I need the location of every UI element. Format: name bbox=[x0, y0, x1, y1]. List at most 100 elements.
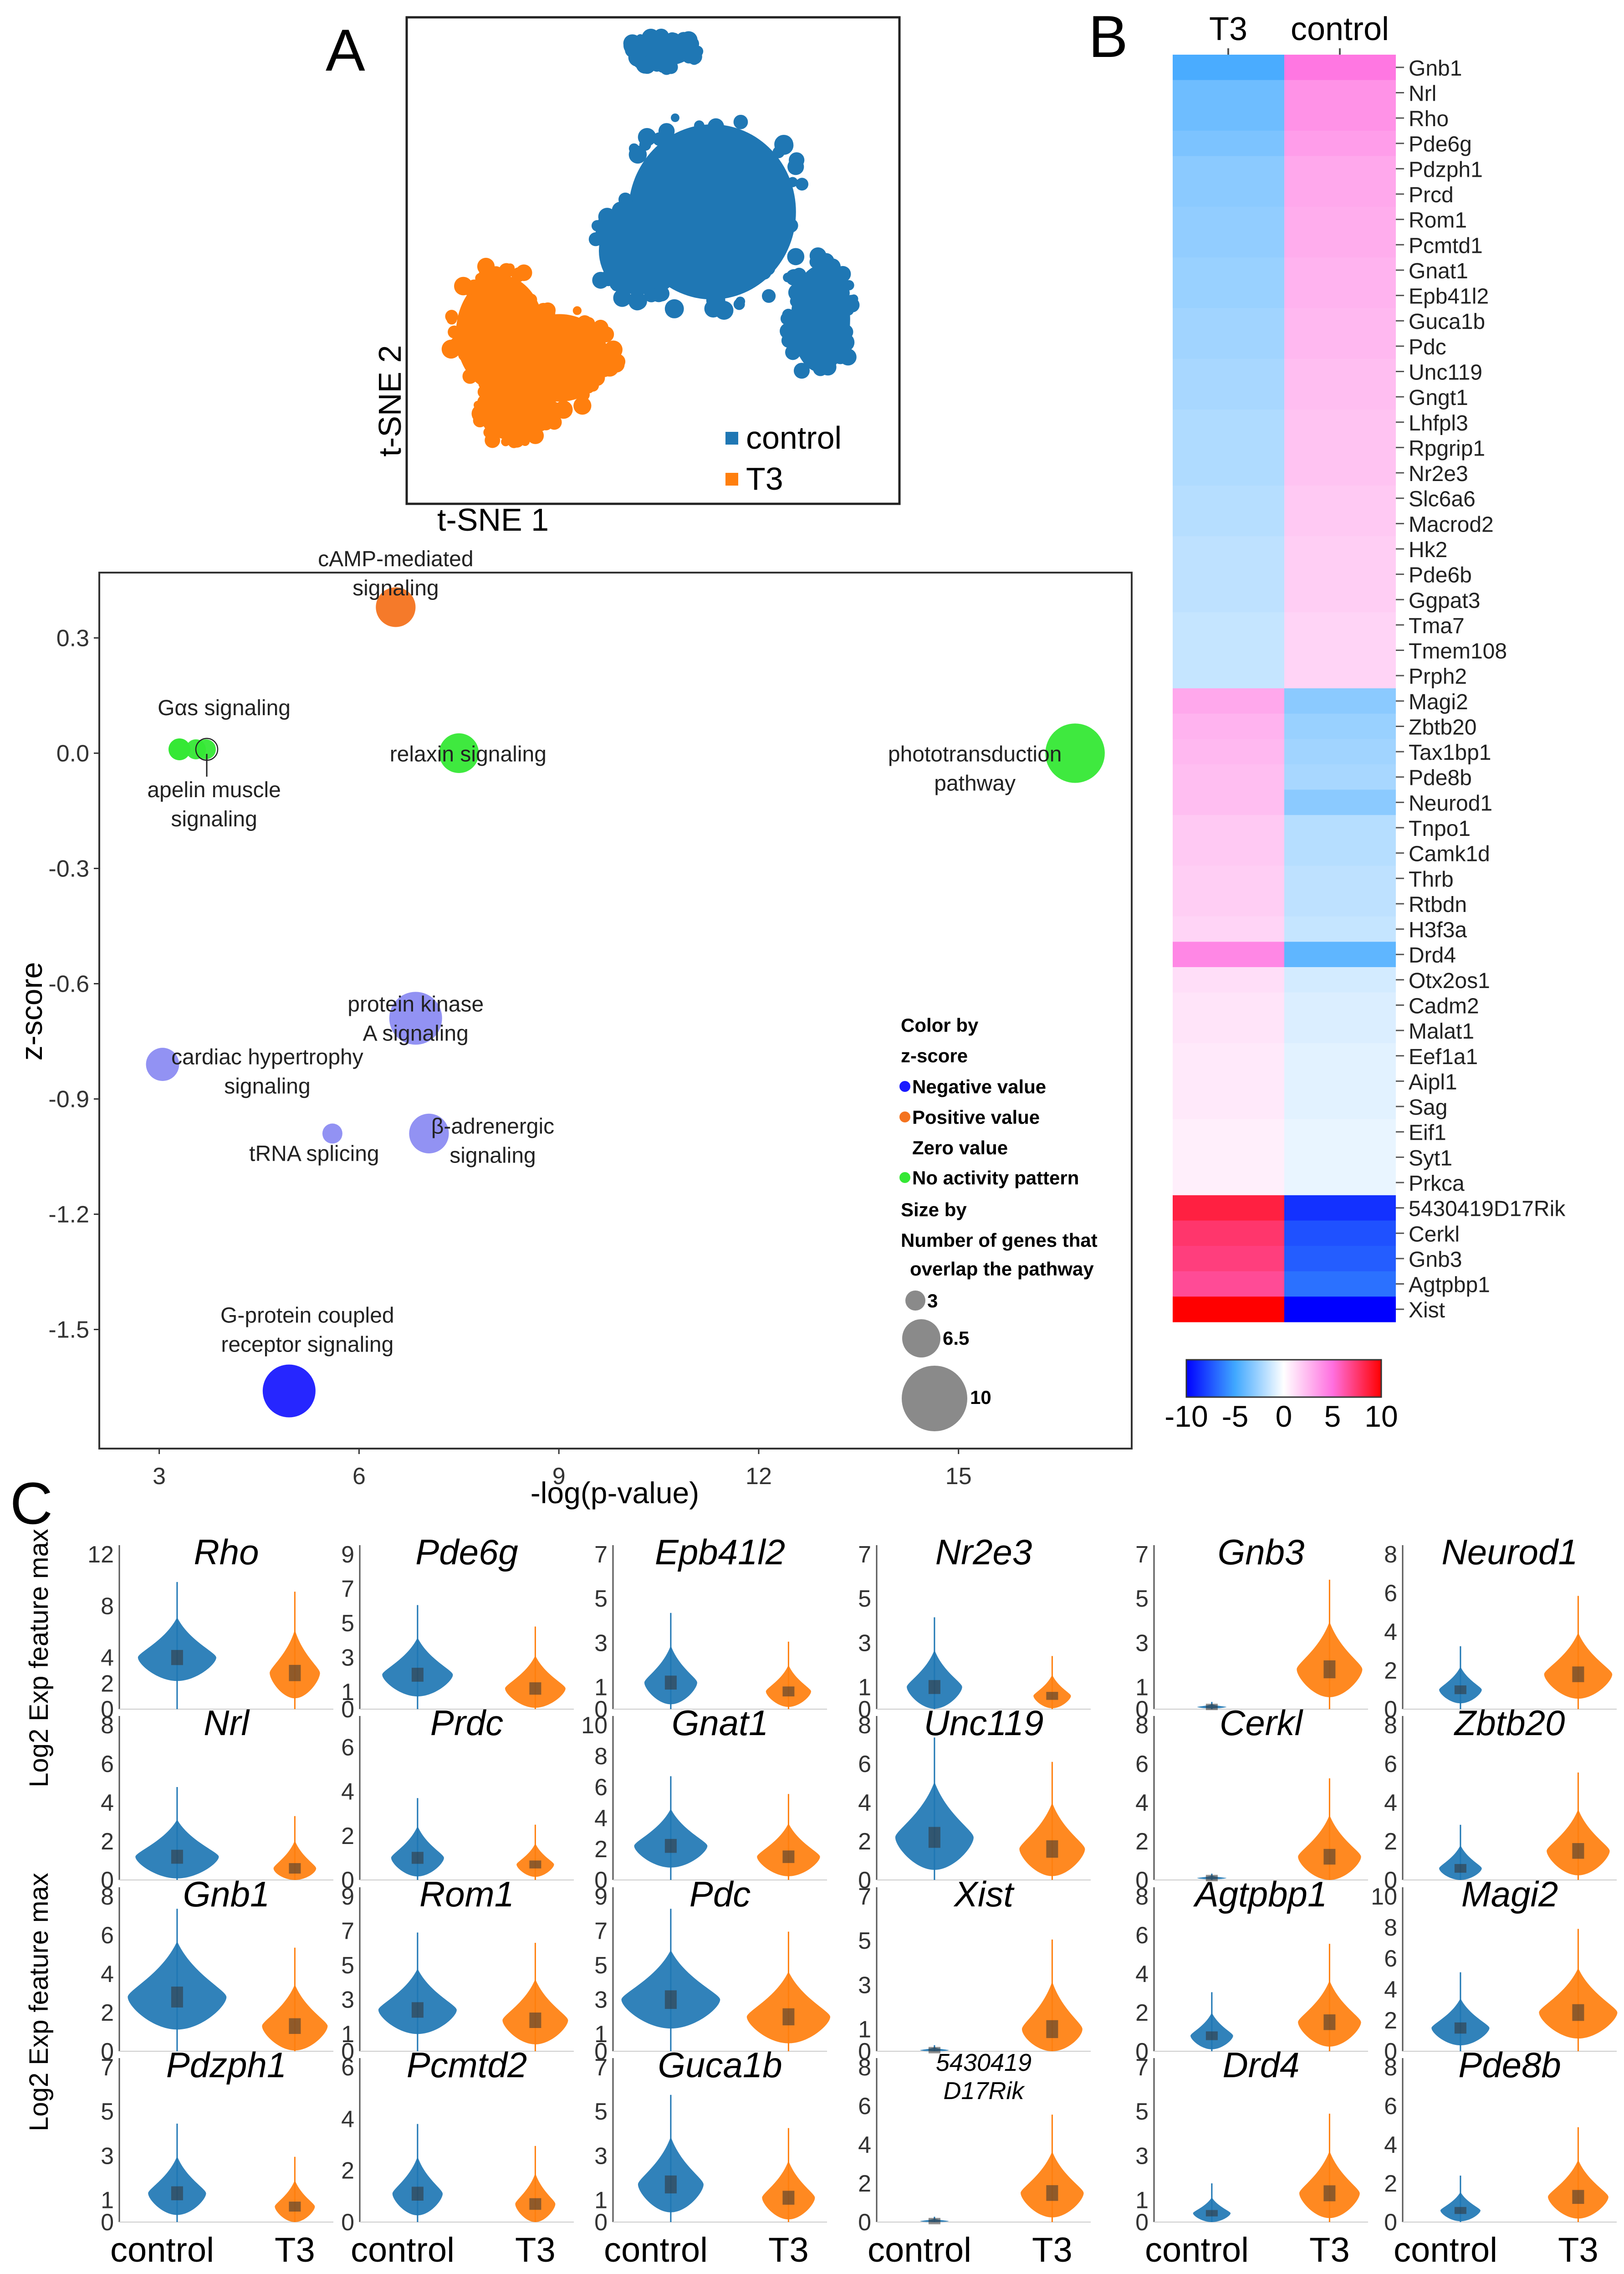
violin-ylabel-top: Log2 Exp feature max bbox=[24, 1529, 54, 1787]
violin-group-label-control: control bbox=[110, 2231, 214, 2269]
violin-ylabel-bottom: Log2 Exp feature max bbox=[24, 1873, 54, 2131]
bubble-panel: 3 6 9 12 15 0.3 0.0 -0.3 -0.6 -0.9 -1.2 -1.5 cAMP-m… bbox=[15, 547, 1133, 1510]
violin-box bbox=[1323, 2185, 1336, 2202]
heatmap-cell-control bbox=[1284, 688, 1396, 714]
heatmap-gene-label: Lhfpl3 bbox=[1409, 411, 1468, 435]
violin-tick-label: 0 bbox=[594, 2209, 608, 2236]
heatmap-gene-label: Gnb3 bbox=[1409, 1248, 1462, 1272]
panel-label-c: C bbox=[10, 1470, 53, 1536]
tsne-point-control bbox=[761, 289, 776, 303]
violin-box bbox=[171, 1987, 183, 2008]
violin-shape bbox=[1193, 2197, 1231, 2222]
violin-tick-label: 3 bbox=[101, 2143, 114, 2169]
heatmap-gene-label: Pcmtd1 bbox=[1409, 234, 1483, 258]
violin-tick-label: 7 bbox=[341, 1576, 354, 1603]
violin-tick-label: 5 bbox=[341, 1952, 354, 1979]
legend-size-6-5: 6.5 bbox=[943, 1327, 969, 1349]
tsne-point-control bbox=[733, 298, 745, 310]
bubble-xtick-label: 3 bbox=[153, 1463, 166, 1490]
heatmap-cell-t3 bbox=[1173, 1094, 1284, 1120]
legend-size-subtitle-2: overlap the pathway bbox=[910, 1258, 1094, 1280]
heatmap-cell-control bbox=[1284, 789, 1396, 815]
tsne-point-control bbox=[662, 210, 672, 220]
heatmap-gene-label: Thrb bbox=[1409, 867, 1454, 891]
violin-box bbox=[289, 1863, 301, 1874]
heatmap-gene-label: Prcd bbox=[1409, 183, 1454, 207]
violin-tick-label: 1 bbox=[594, 2021, 608, 2048]
violin-tick-label: 1 bbox=[1135, 2187, 1149, 2213]
violin-gene-title: Pdc bbox=[689, 1874, 751, 1914]
bubble-ytick-label: -0.6 bbox=[48, 971, 89, 997]
violin-box bbox=[664, 1675, 677, 1690]
heatmap-cell-t3 bbox=[1173, 866, 1284, 891]
violin-tick-label: 3 bbox=[858, 1972, 871, 1998]
violin-tick-label: 4 bbox=[101, 1790, 114, 1816]
violin-tick-label: 2 bbox=[341, 1823, 354, 1849]
heatmap-cell-control bbox=[1284, 485, 1396, 512]
tsne-point-control bbox=[790, 295, 802, 307]
heatmap-cell-control bbox=[1284, 612, 1396, 638]
tsne-point-T3 bbox=[598, 352, 613, 368]
tsne-point-T3 bbox=[525, 293, 537, 306]
bubble-point bbox=[262, 1364, 316, 1418]
heatmap-gene-label: Ggpat3 bbox=[1409, 589, 1480, 613]
colorbar-tick-label: 5 bbox=[1324, 1399, 1341, 1433]
violin-box bbox=[529, 1860, 541, 1869]
violin-gene-title: Nrl bbox=[204, 1703, 250, 1743]
violin-tick-label: 6 bbox=[101, 1922, 114, 1949]
violin-shape bbox=[1539, 1968, 1618, 2039]
heatmap-cell-control bbox=[1284, 130, 1396, 157]
tsne-point-T3 bbox=[522, 390, 538, 405]
tsne-point-T3 bbox=[516, 284, 527, 296]
violin-tick-label: 6 bbox=[858, 2093, 871, 2120]
violin-tick-label: 8 bbox=[1384, 1712, 1397, 1739]
violin-shape bbox=[638, 2136, 704, 2213]
tsne-point-control bbox=[839, 267, 850, 278]
violin-tick-label: 8 bbox=[1384, 1915, 1397, 1941]
tsne-point-control bbox=[809, 255, 822, 269]
violin-tick-label: 7 bbox=[594, 2054, 608, 2081]
tsne-point-T3 bbox=[516, 372, 529, 384]
heatmap-gene-label: Pde6b bbox=[1409, 563, 1472, 588]
bubble-ylabel: z-score bbox=[15, 962, 48, 1060]
violin-tick-label: 4 bbox=[101, 1961, 114, 1987]
violin-tick-label: 5 bbox=[594, 1952, 608, 1979]
tsne-point-T3 bbox=[582, 317, 595, 329]
legend-swatch-control bbox=[725, 432, 738, 445]
violin-tick-label: 8 bbox=[858, 1712, 871, 1739]
violin-box bbox=[1572, 2004, 1584, 2021]
violin-box bbox=[1205, 1704, 1218, 1711]
heatmap-gene-label: Slc6a6 bbox=[1409, 487, 1476, 512]
violin-tick-label: 4 bbox=[858, 1790, 871, 1816]
heatmap-cell-control bbox=[1284, 663, 1396, 689]
heatmap-cell-t3 bbox=[1173, 891, 1284, 917]
violin-tick-label: 3 bbox=[594, 1630, 608, 1656]
violin-box bbox=[664, 1990, 677, 2009]
heatmap-gene-label: Gngt1 bbox=[1409, 386, 1468, 410]
bubble-points: cAMP-mediated signaling Gαs signaling apeli… bbox=[146, 547, 1105, 1418]
violin-group-label-t3: T3 bbox=[515, 2231, 556, 2269]
heatmap-col-control: control bbox=[1291, 11, 1389, 47]
violin-box bbox=[289, 2018, 301, 2034]
violin-tick-label: 2 bbox=[341, 2158, 354, 2184]
tsne-point-control bbox=[658, 272, 671, 286]
violin-tick-label: 0 bbox=[858, 2209, 871, 2236]
tsne-point-control bbox=[825, 268, 834, 277]
violin-tick-label: 6 bbox=[1384, 2093, 1397, 2120]
violin-box bbox=[928, 2047, 940, 2054]
bubble-label: phototransduction bbox=[888, 742, 1062, 766]
heatmap-cell-t3 bbox=[1173, 409, 1284, 435]
heatmap-cell-control bbox=[1284, 992, 1396, 1018]
tsne-point-control bbox=[787, 248, 805, 266]
violin-group-labels: control T3 control T3 control T3 control T3 cont… bbox=[110, 2231, 1598, 2269]
violin-tick-label: 2 bbox=[1384, 1658, 1397, 1684]
heatmap-gene-label: Prph2 bbox=[1409, 665, 1467, 689]
heatmap-gene-label: Neurod1 bbox=[1409, 791, 1492, 815]
violin-box bbox=[1046, 1692, 1058, 1700]
tsne-point-control bbox=[680, 249, 691, 260]
tsne-point-control bbox=[652, 32, 661, 41]
violin-shape bbox=[1033, 1675, 1071, 1709]
heatmap-cell-control bbox=[1284, 587, 1396, 613]
violin-group-label-control: control bbox=[604, 2231, 708, 2269]
violin-tick-label: 4 bbox=[1135, 1961, 1149, 1987]
